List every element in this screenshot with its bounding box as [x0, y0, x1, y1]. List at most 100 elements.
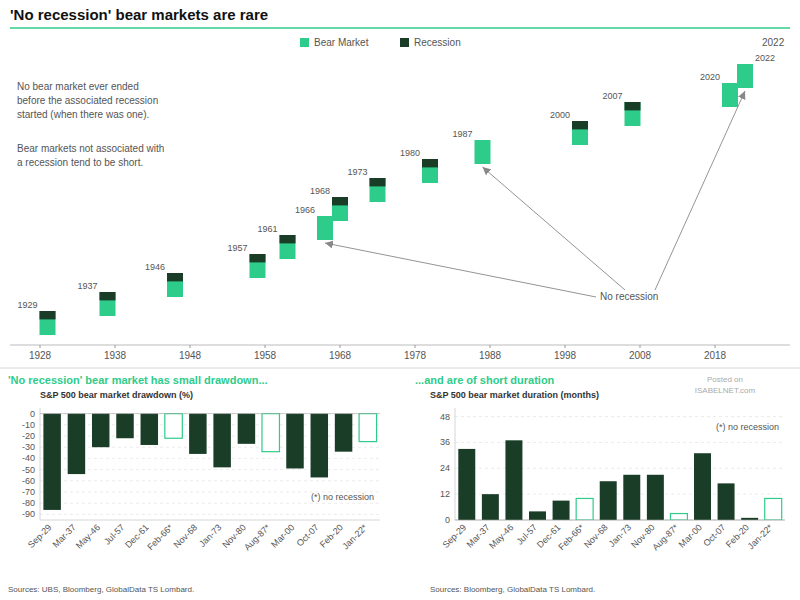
timeline-panel: 'No recession' bear markets are rare1928… [0, 6, 800, 395]
x-tick-label: Jan-22* [340, 522, 369, 551]
bar [718, 483, 735, 520]
bear-market-bar [625, 102, 641, 126]
grid-line [40, 458, 380, 459]
grid-line [455, 520, 785, 521]
y-tick-label: -60 [22, 476, 35, 486]
bar-chart: ...and are of short duration S&P 500 bear… [415, 374, 785, 594]
bars [43, 414, 376, 510]
year-label: 1937 [77, 281, 97, 291]
bar [311, 414, 328, 478]
bar [68, 414, 85, 474]
y-axis-label: S&P 500 bear market duration (months) [430, 390, 599, 400]
x-tick-label: Mar-37 [51, 522, 78, 549]
recession-part [280, 235, 296, 243]
subtitle: 'No recession' bear market has small dra… [8, 374, 268, 386]
y-tick-label: -90 [22, 509, 35, 519]
year-label: 1973 [347, 167, 367, 177]
y-axis [40, 408, 41, 520]
x-tick-label: 1928 [29, 350, 52, 361]
y-tick-label: -80 [22, 498, 35, 508]
bear-market-bar [722, 83, 738, 107]
recession-part [572, 121, 588, 129]
bar [335, 414, 352, 452]
y-axis-label: S&P 500 bear market drawdown (%) [40, 390, 193, 400]
x-tick-label: Oct-07 [701, 522, 727, 548]
annotation-arrow [483, 167, 626, 290]
zero-line [40, 413, 380, 414]
subtitle: ...and are of short duration [415, 374, 555, 386]
recession-part [370, 178, 386, 186]
x-tick-label: Feb-66* [556, 522, 586, 552]
bar [529, 511, 546, 520]
y-axis [455, 408, 456, 520]
x-axis [455, 520, 785, 521]
x-tick [640, 345, 641, 348]
annotation: No bear market ever endedbefore the asso… [17, 81, 158, 120]
y-tick-label: 12 [440, 489, 450, 499]
x-tick-label: Nov-68 [582, 522, 610, 550]
year-label: 1980 [400, 148, 420, 158]
bear-market-bar [737, 64, 753, 88]
annotation: No recession [600, 291, 658, 302]
recession-part [167, 273, 183, 281]
bar [765, 498, 782, 520]
x-tick [340, 345, 341, 348]
x-tick-label: Sep-29 [441, 522, 469, 550]
x-tick [265, 345, 266, 348]
y-tick-label: -30 [22, 442, 35, 452]
bar [262, 414, 279, 452]
legend-swatch [300, 38, 309, 47]
bar [600, 481, 617, 520]
bar [359, 414, 376, 442]
x-tick-label: Mar-00 [269, 522, 296, 549]
x-tick-label: 1998 [554, 350, 577, 361]
y-tick-label: 0 [445, 515, 450, 525]
y-tick-label: -70 [22, 487, 35, 497]
y-tick-label: -10 [22, 420, 35, 430]
year-label: 1966 [295, 205, 315, 215]
bar [238, 414, 255, 444]
bar [458, 449, 475, 520]
year-label: 1961 [257, 224, 277, 234]
bar [505, 440, 522, 520]
x-tick-label: 1948 [179, 350, 202, 361]
x-tick-label: 2008 [629, 350, 652, 361]
legend-swatch [400, 38, 409, 47]
y-tick-label: 48 [440, 412, 450, 422]
y-tick-label: -20 [22, 431, 35, 441]
grid-line [455, 442, 785, 443]
grid-line [455, 416, 785, 417]
bear-market-bar [317, 216, 333, 240]
recession-part [250, 254, 266, 262]
bar [92, 414, 109, 448]
zero-line [455, 520, 785, 521]
year-label: 1929 [17, 300, 37, 310]
y-tick-label: 24 [440, 463, 450, 473]
chart-root: 'No recession' bear markets are rare1928… [0, 0, 800, 600]
x-tick [490, 345, 491, 348]
annotation-arrow [655, 91, 745, 290]
x-tick-label: 1938 [104, 350, 127, 361]
x-tick-label: May-46 [74, 522, 102, 550]
separator [0, 368, 800, 369]
x-tick-label: 1978 [404, 350, 427, 361]
bar [694, 453, 711, 520]
grid-line [40, 447, 380, 448]
grid-line [40, 514, 380, 515]
x-tick-label: 2018 [704, 350, 727, 361]
x-tick-label: Mar-00 [677, 522, 704, 549]
bear-market-bar [422, 159, 438, 183]
recession-part [625, 102, 641, 110]
x-tick-label: Feb-66* [145, 522, 175, 552]
bear-market-bar [250, 254, 266, 278]
x-tick [190, 345, 191, 348]
grid-line [40, 413, 380, 414]
x-tick [715, 345, 716, 348]
x-tick [40, 345, 41, 348]
bar [647, 475, 664, 520]
bear-market-bar [475, 140, 491, 164]
grid-line [40, 436, 380, 437]
bar [165, 414, 182, 439]
year-label: 2022 [755, 53, 775, 63]
bar [670, 514, 687, 520]
